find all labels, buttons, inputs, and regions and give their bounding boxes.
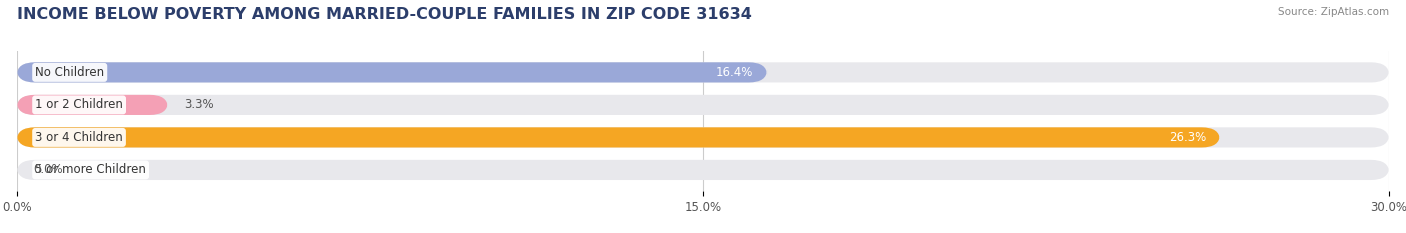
Text: 16.4%: 16.4% bbox=[716, 66, 754, 79]
Text: INCOME BELOW POVERTY AMONG MARRIED-COUPLE FAMILIES IN ZIP CODE 31634: INCOME BELOW POVERTY AMONG MARRIED-COUPL… bbox=[17, 7, 752, 22]
Text: 0.0%: 0.0% bbox=[32, 163, 62, 176]
FancyBboxPatch shape bbox=[17, 95, 167, 115]
Text: 1 or 2 Children: 1 or 2 Children bbox=[35, 98, 124, 111]
Text: No Children: No Children bbox=[35, 66, 104, 79]
Text: 3.3%: 3.3% bbox=[184, 98, 214, 111]
FancyBboxPatch shape bbox=[17, 62, 768, 82]
Text: 26.3%: 26.3% bbox=[1168, 131, 1206, 144]
FancyBboxPatch shape bbox=[17, 62, 1389, 82]
Text: 3 or 4 Children: 3 or 4 Children bbox=[35, 131, 122, 144]
Text: 5 or more Children: 5 or more Children bbox=[35, 163, 146, 176]
FancyBboxPatch shape bbox=[17, 127, 1389, 147]
FancyBboxPatch shape bbox=[17, 95, 1389, 115]
FancyBboxPatch shape bbox=[17, 160, 1389, 180]
Text: Source: ZipAtlas.com: Source: ZipAtlas.com bbox=[1278, 7, 1389, 17]
FancyBboxPatch shape bbox=[17, 127, 1220, 147]
